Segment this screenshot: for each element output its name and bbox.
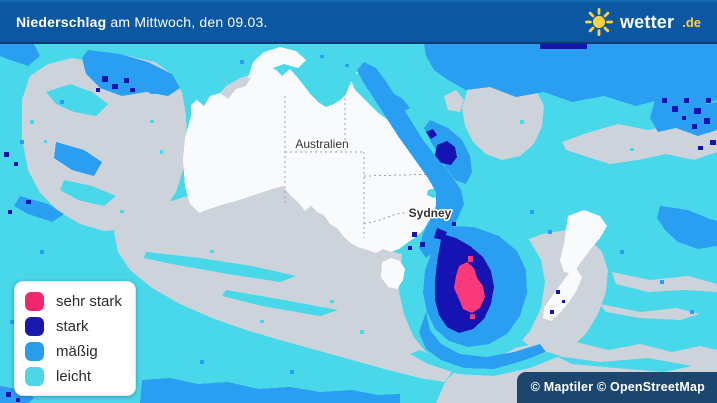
map-canvas[interactable]: Australien Sydney	[0, 44, 717, 403]
tasmania-landmass	[381, 258, 405, 289]
brand-tld: .de	[682, 14, 701, 30]
legend-label: stark	[56, 317, 89, 335]
legend-label: sehr stark	[56, 292, 122, 310]
legend-swatch-leicht	[25, 366, 44, 386]
brand-name: wetter	[619, 11, 675, 32]
new-zealand-north-island	[560, 210, 607, 274]
country-label: Australien	[295, 137, 348, 151]
legend-label: mäßig	[56, 342, 98, 360]
legend-swatch-maessig	[25, 341, 44, 361]
legend-item-leicht: leicht	[25, 365, 125, 387]
legend-item-sehr-stark: sehr stark	[25, 290, 125, 312]
legend-item-maessig: mäßig	[25, 340, 125, 362]
map-container: Australien Sydney	[0, 44, 717, 403]
page-title: Niederschlag am Mittwoch, den 09.03.	[16, 14, 268, 30]
legend-label: leicht	[56, 367, 92, 385]
city-label-sydney: Sydney	[409, 206, 452, 220]
precipitation-legend: sehr stark stark mäßig leicht	[14, 281, 136, 396]
brand-logo[interactable]: wetter .de	[584, 8, 701, 36]
legend-swatch-stark	[25, 316, 44, 336]
legend-item-stark: stark	[25, 315, 125, 337]
title-topic: Niederschlag	[16, 14, 107, 30]
new-zealand-south-island	[543, 268, 582, 321]
header-bar: Niederschlag am Mittwoch, den 09.03. wet…	[0, 0, 717, 44]
map-attribution[interactable]: © Maptiler © OpenStreetMap	[516, 372, 717, 403]
map-labels: Australien Sydney	[294, 136, 453, 222]
sun-icon	[584, 8, 613, 36]
moderate-rain-layer	[0, 44, 717, 403]
title-date: am Mittwoch, den 09.03.	[106, 14, 268, 30]
legend-swatch-sehr-stark	[25, 291, 44, 311]
extreme-rain-layer	[454, 256, 485, 319]
